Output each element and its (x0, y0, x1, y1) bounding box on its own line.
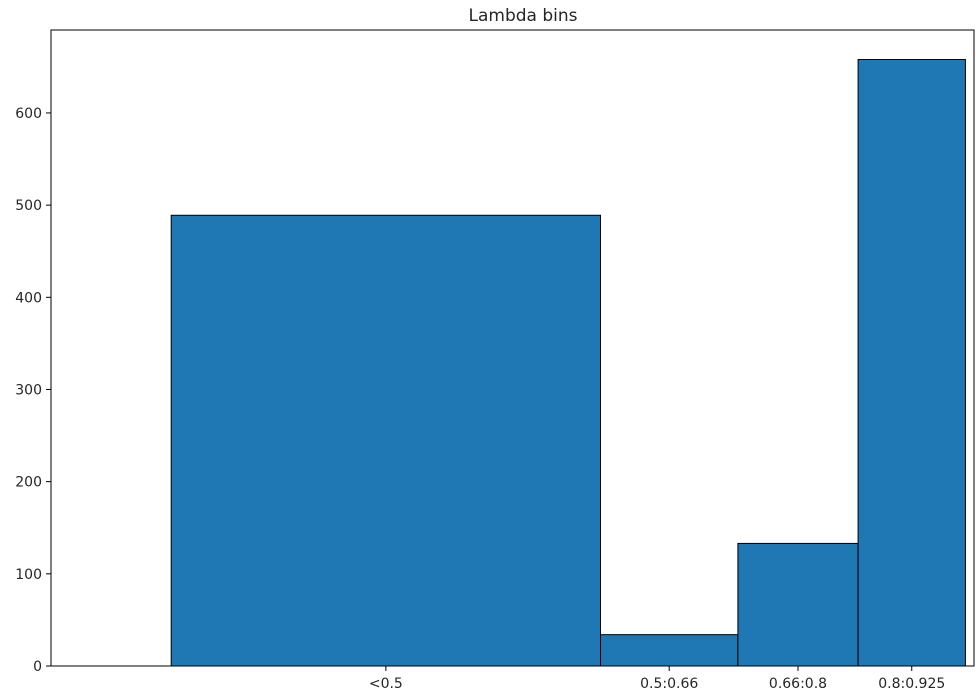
x-axis: <0.5 0.5:0.66 0.66:0.8 0.8:0.925 (369, 666, 945, 692)
y-axis: 0 100 200 300 400 500 600 (15, 106, 51, 675)
x-tick-label-0: <0.5 (369, 676, 403, 692)
bar-1 (600, 634, 739, 667)
y-tick-label-1: 100 (15, 567, 42, 583)
y-tick-label-4: 400 (15, 290, 42, 306)
bar-0 (170, 214, 602, 667)
chart-title: Lambda bins (469, 6, 578, 26)
x-tick-label-1: 0.5:0.66 (640, 676, 698, 692)
plot-frame (50, 29, 975, 667)
x-tick-label-3: 0.8:0.925 (878, 676, 945, 692)
y-tick-label-2: 200 (15, 475, 42, 491)
y-tick-label-6: 600 (15, 106, 42, 122)
y-tick-label-5: 500 (15, 198, 42, 214)
x-tick-label-2: 0.66:0.8 (769, 676, 827, 692)
bar-3 (857, 58, 966, 667)
bars-layer (170, 58, 966, 667)
y-tick-label-3: 300 (15, 382, 42, 398)
y-tick-label-0: 0 (33, 659, 42, 675)
bar-2 (737, 542, 859, 667)
